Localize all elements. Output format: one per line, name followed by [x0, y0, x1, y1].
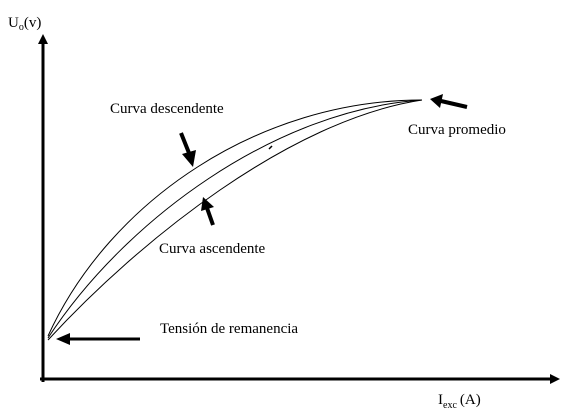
curve-average [47, 99, 423, 339]
curve-ascending [47, 99, 423, 341]
arrow-ascendente [201, 197, 215, 226]
label-tension-remanencia: Tensión de remanencia [160, 321, 298, 337]
arrow-promedio [430, 94, 468, 109]
label-curva-descendente: Curva descendente [110, 101, 224, 117]
arrow-remanencia [56, 333, 140, 345]
y-axis-label: Uo(v) [8, 15, 41, 33]
curve-descending [47, 99, 423, 337]
label-curva-ascendente: Curva ascendente [159, 241, 266, 257]
arrow-descendente [179, 132, 196, 167]
label-curva-promedio: Curva promedio [408, 122, 506, 138]
x-axis-label: Iexc (A) [438, 392, 481, 411]
curve-tick [268, 145, 273, 150]
